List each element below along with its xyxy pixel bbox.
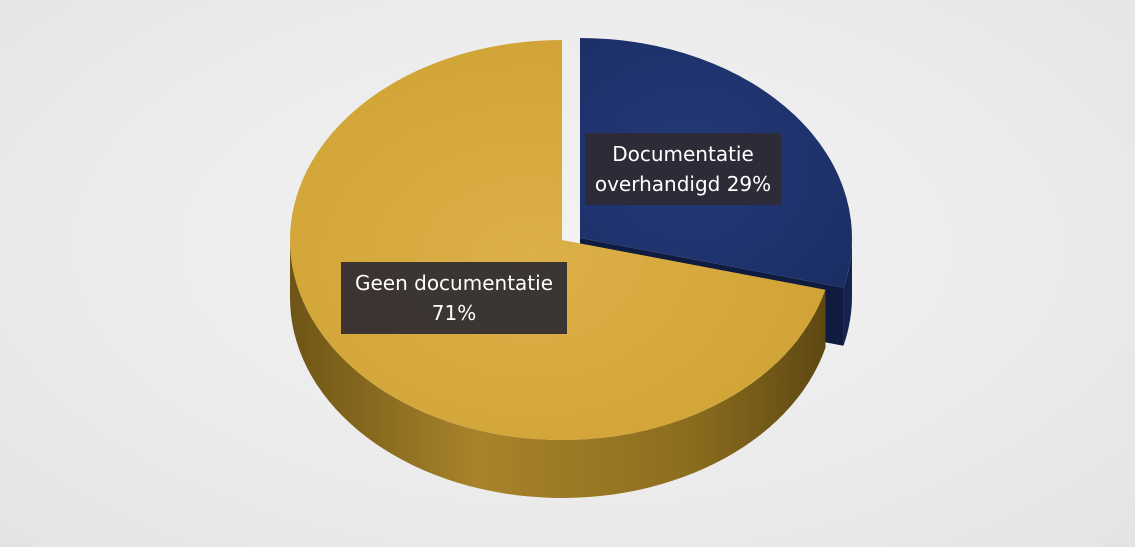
pie-slice-side [843,238,852,346]
data-label-box [341,262,567,334]
data-label-text: Geen documentatie [355,271,553,295]
data-label-box [585,133,781,205]
data-label: Geen documentatie 71% [341,262,567,334]
pie-slice-top [289,40,826,441]
labels-layer: Documentatie overhandigd 29% Geen document… [341,133,781,334]
data-label-text: Documentatie [612,142,754,166]
data-label-text: 71% [432,301,476,325]
pie-slice-side [290,240,826,498]
data-label-text: overhandigd 29% [595,172,771,196]
data-label: Documentatie overhandigd 29% [585,133,781,205]
pie-slice [289,40,826,498]
